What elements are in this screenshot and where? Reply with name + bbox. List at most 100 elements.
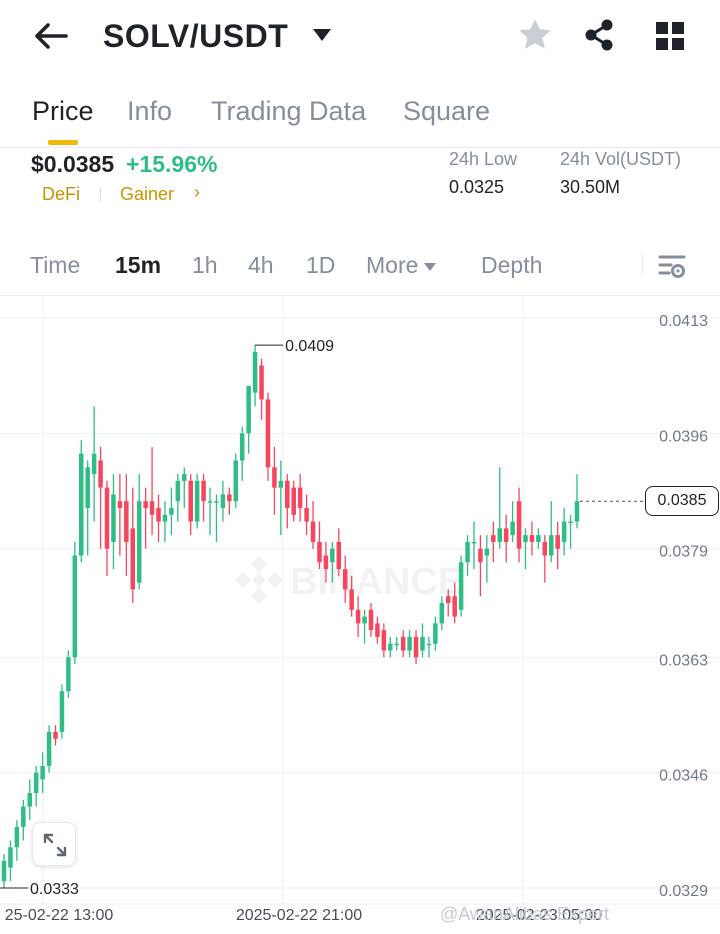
- interval-time[interactable]: Time: [30, 252, 81, 278]
- price-chart[interactable]: BINANCE 0.0413 0.0396 0.0379 0.0363 0.0346 0.…: [0, 296, 720, 934]
- candle: [156, 494, 161, 542]
- candle-body: [272, 467, 277, 488]
- candle: [239, 426, 245, 481]
- candle-body: [323, 555, 329, 570]
- candle: [536, 528, 541, 549]
- interval-1h[interactable]: 1h: [192, 252, 218, 278]
- candle: [304, 494, 309, 536]
- candlestick-chart[interactable]: BINANCE 0.04130.03960.03790.03630.03460.…: [0, 296, 720, 934]
- tag-gainer[interactable]: Gainer: [120, 184, 175, 204]
- grid-icon[interactable]: [654, 20, 686, 52]
- high-marker-label: 0.0409: [285, 338, 334, 355]
- y-tick-label: 0.0396: [659, 428, 708, 445]
- candle-body: [285, 480, 290, 508]
- candle: [368, 603, 374, 637]
- candle-body: [516, 501, 522, 549]
- candle: [310, 501, 316, 549]
- candle-body: [407, 636, 412, 651]
- candle: [503, 514, 509, 563]
- interval-1d[interactable]: 1D: [306, 252, 336, 278]
- y-tick-label: 0.0329: [659, 883, 708, 900]
- candle: [484, 535, 490, 583]
- candle: [124, 474, 129, 576]
- arrow-left-icon[interactable]: [30, 18, 70, 54]
- candle: [439, 596, 445, 631]
- x-axis: 25-02-22 13:00 2025-02-22 21:00 2025-02-23…: [5, 907, 603, 924]
- tab-bar: Price Info Trading Data Square: [0, 88, 720, 148]
- candle: [555, 521, 560, 570]
- candle-body: [40, 765, 45, 780]
- tab-square[interactable]: Square: [403, 96, 491, 126]
- candle-body: [510, 521, 515, 536]
- candle: [381, 623, 387, 658]
- interval-depth[interactable]: Depth: [481, 252, 543, 278]
- candle: [46, 725, 52, 773]
- candle-body: [465, 541, 470, 563]
- candle-body: [548, 535, 554, 556]
- pair-title[interactable]: SOLV/USDT: [103, 18, 289, 54]
- candle: [104, 480, 110, 576]
- candle-body: [381, 630, 387, 651]
- caret-down-icon[interactable]: [312, 28, 332, 42]
- tab-price[interactable]: Price: [32, 96, 94, 126]
- candle: [8, 840, 13, 882]
- expand-button[interactable]: [32, 822, 76, 866]
- candle-body: [21, 806, 26, 827]
- chart-grid: [0, 296, 720, 905]
- star-icon[interactable]: [516, 16, 554, 54]
- interval-more[interactable]: More: [366, 252, 437, 279]
- interval-15m[interactable]: 15m: [115, 252, 162, 278]
- y-axis: 0.0413 0.0396 0.0379 0.0363 0.0346 0.0329: [659, 313, 708, 900]
- candle: [445, 589, 451, 617]
- candle: [182, 467, 187, 508]
- candle: [291, 480, 296, 522]
- candle: [246, 385, 251, 454]
- candle: [136, 474, 142, 590]
- candle-body: [169, 508, 174, 515]
- candle-body: [201, 480, 206, 502]
- candle-body: [79, 453, 84, 556]
- candle: [14, 820, 20, 861]
- candle-body: [330, 548, 335, 563]
- candle-body: [523, 535, 528, 542]
- candle: [272, 446, 277, 515]
- candle: [149, 446, 155, 536]
- x-tick-label: 25-02-22 13:00: [5, 907, 114, 924]
- candle: [465, 535, 470, 576]
- candle-body: [162, 514, 168, 522]
- candle: [143, 487, 148, 549]
- chevron-right-icon[interactable]: ›: [194, 182, 200, 202]
- candle: [27, 779, 33, 821]
- candle-body: [529, 535, 535, 542]
- candle: [420, 623, 425, 658]
- candle-body: [14, 826, 20, 848]
- candle: [330, 541, 335, 583]
- tab-info[interactable]: Info: [127, 96, 173, 126]
- candle-body: [104, 487, 110, 549]
- price-change-percent: +15.96%: [126, 151, 218, 177]
- candle: [568, 514, 573, 549]
- chart-settings-icon[interactable]: [656, 250, 688, 282]
- candle: [452, 582, 457, 624]
- tag-defi[interactable]: DeFi: [42, 184, 81, 204]
- candle-body: [394, 643, 399, 646]
- candle: [85, 460, 90, 556]
- candle-body: [59, 691, 65, 732]
- candle-body: [66, 657, 71, 692]
- candle-body: [265, 399, 271, 468]
- candle: [523, 528, 528, 570]
- candle: [59, 684, 65, 739]
- active-tab-indicator: [48, 140, 78, 145]
- candle-body: [420, 636, 425, 651]
- candle: [72, 541, 78, 665]
- candle-body: [355, 609, 361, 624]
- share-icon[interactable]: [582, 18, 616, 52]
- candle-body: [156, 508, 161, 522]
- candle-body: [317, 541, 322, 563]
- candle-body: [220, 494, 226, 508]
- interval-4h[interactable]: 4h: [248, 252, 274, 278]
- candle: [278, 460, 284, 536]
- candle: [433, 616, 438, 651]
- candle-body: [368, 609, 374, 631]
- tab-trading-data[interactable]: Trading Data: [211, 96, 367, 126]
